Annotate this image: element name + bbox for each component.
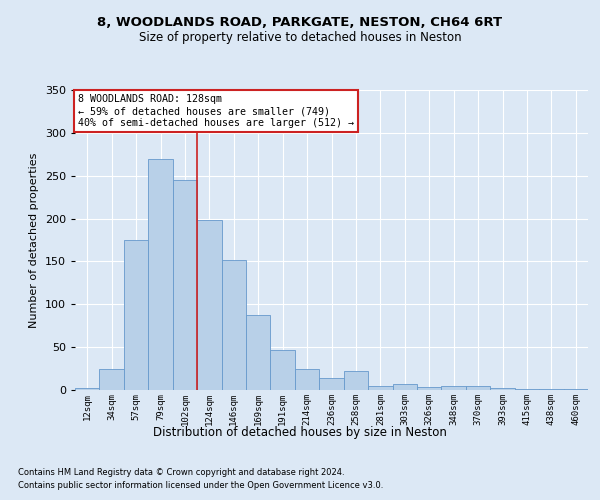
Text: Contains public sector information licensed under the Open Government Licence v3: Contains public sector information licen… (18, 480, 383, 490)
Y-axis label: Number of detached properties: Number of detached properties (29, 152, 39, 328)
Bar (271, 350, 295, 390)
Text: 8, WOODLANDS ROAD, PARKGATE, NESTON, CH64 6RT: 8, WOODLANDS ROAD, PARKGATE, NESTON, CH6… (97, 16, 503, 29)
Text: Contains HM Land Registry data © Crown copyright and database right 2024.: Contains HM Land Registry data © Crown c… (18, 468, 344, 477)
Bar (197, 220, 221, 390)
Bar (490, 388, 515, 390)
Bar (392, 384, 417, 390)
Bar (319, 378, 344, 390)
Bar (417, 388, 442, 390)
Bar (100, 368, 124, 390)
Bar (539, 389, 563, 390)
Bar (563, 389, 588, 390)
Text: Size of property relative to detached houses in Neston: Size of property relative to detached ho… (139, 31, 461, 44)
Bar (148, 158, 173, 390)
Bar (75, 388, 100, 390)
Bar (173, 180, 197, 390)
Bar (368, 386, 392, 390)
Text: Distribution of detached houses by size in Neston: Distribution of detached houses by size … (153, 426, 447, 439)
Text: 8 WOODLANDS ROAD: 128sqm
← 59% of detached houses are smaller (749)
40% of semi-: 8 WOODLANDS ROAD: 128sqm ← 59% of detach… (77, 94, 353, 128)
Bar (295, 368, 319, 390)
Bar (466, 386, 490, 390)
Bar (442, 386, 466, 390)
Bar (124, 240, 148, 390)
Bar (515, 389, 539, 390)
Bar (221, 260, 246, 390)
Bar (344, 371, 368, 390)
Bar (246, 314, 271, 390)
